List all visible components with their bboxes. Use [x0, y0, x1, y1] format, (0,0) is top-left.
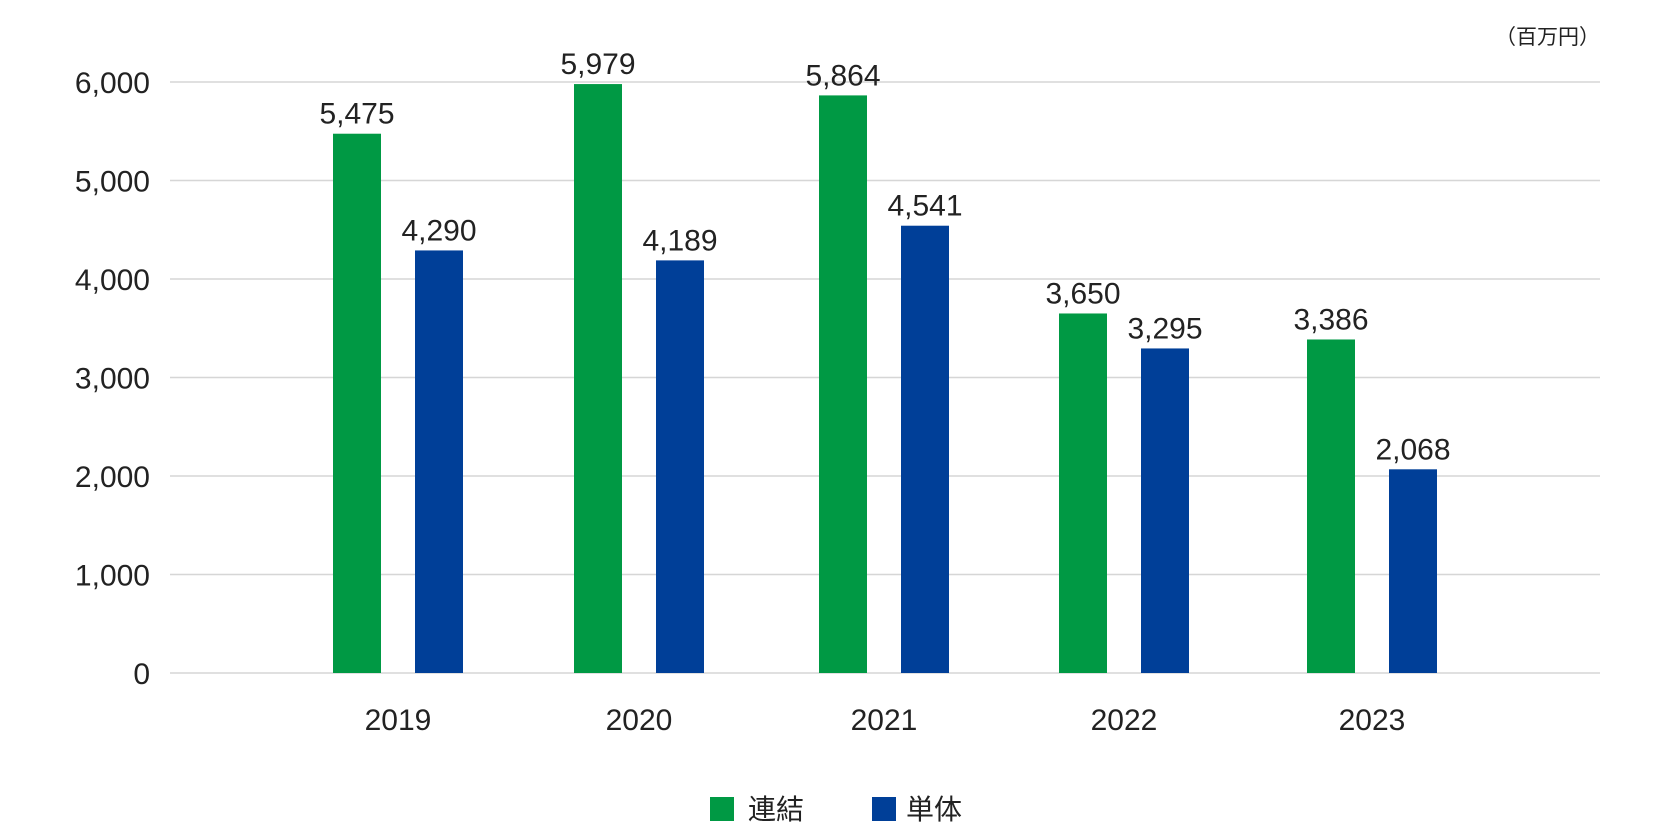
bar-2019-series-1: [415, 250, 463, 673]
x-axis-tick-labels: 2019 2020 2021 2022 2023: [365, 704, 1406, 737]
legend: 連結 単体: [710, 793, 962, 826]
legend-label-standalone: 単体: [906, 793, 962, 826]
data-label: 5,864: [805, 59, 880, 92]
bar-2021-series-1: [901, 225, 949, 674]
data-label: 4,541: [887, 190, 962, 223]
data-labels: 5,475 4,290 5,979 4,189 5,864 4,541 3,6503,295…: [319, 48, 1450, 466]
bar-2020-series-0: [574, 84, 622, 674]
bar-2021-series-0: [819, 95, 867, 673]
y-tick-label: 1,000: [75, 560, 150, 593]
gridlines: [170, 81, 1600, 674]
bar-2022-series-1: [1141, 348, 1189, 673]
y-tick-label: 2,000: [75, 461, 150, 494]
data-label: 2,068: [1375, 433, 1450, 466]
bar-2020-series-1: [656, 260, 704, 673]
data-label: 5,979: [560, 48, 635, 81]
bar-2023-series-1: [1389, 469, 1437, 673]
y-tick-label: 5,000: [75, 166, 150, 199]
y-tick-label: 3,000: [75, 363, 150, 396]
bar-2023-series-0: [1307, 339, 1355, 673]
y-axis-tick-labels: 0 1,000 2,000 3,000 4,000 5,000 6,000: [75, 67, 150, 691]
data-label: 4,290: [401, 214, 476, 247]
x-tick-label: 2023: [1339, 704, 1406, 737]
y-tick-label: 6,000: [75, 67, 150, 100]
y-tick-label: 4,000: [75, 264, 150, 297]
legend-swatch-consolidated: [710, 797, 734, 821]
y-tick-label: 0: [133, 658, 150, 691]
data-label: 4,189: [642, 224, 717, 257]
data-label: 3,386: [1293, 303, 1368, 336]
x-tick-label: 2019: [365, 704, 432, 737]
data-label: 3,650: [1045, 277, 1120, 310]
x-tick-label: 2021: [851, 704, 918, 737]
bars: [333, 84, 1437, 674]
data-label: 5,475: [319, 98, 394, 131]
bar-2019-series-0: [333, 133, 381, 673]
unit-label: （百万円）: [1495, 25, 1600, 49]
legend-label-consolidated: 連結: [748, 793, 804, 826]
data-label: 3,295: [1127, 312, 1202, 345]
bar-2022-series-0: [1059, 313, 1107, 673]
legend-swatch-standalone: [872, 797, 896, 821]
x-tick-label: 2020: [606, 704, 673, 737]
x-tick-label: 2022: [1091, 704, 1158, 737]
